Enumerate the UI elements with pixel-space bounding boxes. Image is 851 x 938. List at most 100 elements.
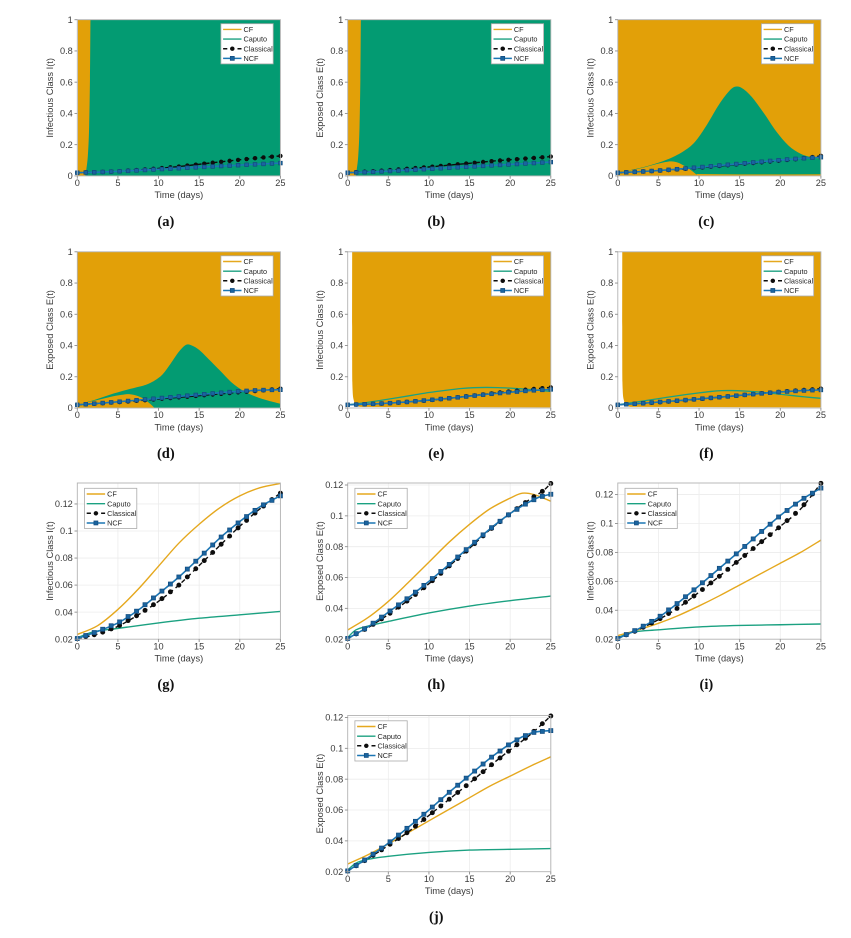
svg-text:Time (days): Time (days): [425, 422, 474, 432]
svg-text:Time (days): Time (days): [425, 190, 474, 200]
svg-text:Classical: Classical: [244, 44, 274, 53]
svg-text:0.2: 0.2: [60, 372, 73, 382]
svg-text:Time (days): Time (days): [154, 190, 203, 200]
svg-text:0: 0: [345, 410, 350, 420]
svg-text:Time (days): Time (days): [154, 654, 203, 664]
svg-text:Time (days): Time (days): [695, 422, 744, 432]
svg-text:5: 5: [386, 641, 391, 651]
svg-text:0.4: 0.4: [330, 109, 343, 119]
svg-text:0.6: 0.6: [601, 77, 614, 87]
svg-text:0: 0: [615, 178, 620, 188]
svg-text:NCF: NCF: [244, 54, 260, 63]
svg-text:15: 15: [735, 410, 745, 420]
svg-text:Time (days): Time (days): [695, 190, 744, 200]
svg-text:(g): (g): [157, 677, 174, 693]
svg-text:25: 25: [816, 178, 826, 188]
svg-text:5: 5: [115, 641, 120, 651]
svg-text:5: 5: [656, 641, 661, 651]
svg-text:Classical: Classical: [378, 741, 408, 750]
svg-text:0.4: 0.4: [601, 109, 614, 119]
svg-text:0: 0: [75, 641, 80, 651]
svg-text:0.1: 0.1: [60, 526, 73, 536]
svg-text:0.8: 0.8: [601, 46, 614, 56]
svg-text:0.2: 0.2: [601, 140, 614, 150]
svg-text:1: 1: [608, 247, 613, 257]
svg-text:0: 0: [608, 171, 613, 181]
svg-text:0: 0: [345, 874, 350, 884]
svg-text:15: 15: [464, 874, 474, 884]
svg-text:Infectious Class I(t): Infectious Class I(t): [315, 290, 325, 370]
svg-text:0.2: 0.2: [330, 140, 343, 150]
svg-text:10: 10: [424, 410, 434, 420]
svg-text:0.08: 0.08: [325, 542, 343, 552]
svg-text:0.8: 0.8: [60, 46, 73, 56]
svg-text:25: 25: [275, 410, 285, 420]
svg-text:Classical: Classical: [107, 509, 137, 518]
svg-text:Time (days): Time (days): [695, 654, 744, 664]
svg-text:0.04: 0.04: [595, 605, 613, 615]
svg-text:20: 20: [235, 178, 245, 188]
svg-text:0.6: 0.6: [330, 309, 343, 319]
svg-text:10: 10: [694, 410, 704, 420]
svg-text:(h): (h): [427, 677, 445, 693]
svg-text:Caputo: Caputo: [244, 267, 268, 276]
svg-text:0.06: 0.06: [325, 573, 343, 583]
svg-text:NCF: NCF: [514, 54, 530, 63]
svg-text:25: 25: [816, 410, 826, 420]
svg-text:Time (days): Time (days): [425, 886, 474, 896]
svg-text:25: 25: [275, 641, 285, 651]
svg-text:Classical: Classical: [514, 276, 544, 285]
svg-text:CF: CF: [107, 490, 117, 499]
svg-text:0.02: 0.02: [55, 634, 73, 644]
svg-text:10: 10: [694, 641, 704, 651]
svg-text:0.8: 0.8: [601, 278, 614, 288]
svg-text:Classical: Classical: [784, 276, 814, 285]
svg-text:CF: CF: [244, 257, 254, 266]
svg-text:5: 5: [386, 410, 391, 420]
svg-text:Infectious Class I(t): Infectious Class I(t): [585, 521, 595, 601]
svg-text:Caputo: Caputo: [514, 35, 538, 44]
svg-text:NCF: NCF: [244, 286, 260, 295]
svg-text:0.04: 0.04: [325, 603, 343, 613]
svg-text:20: 20: [235, 641, 245, 651]
svg-text:0: 0: [338, 403, 343, 413]
svg-text:25: 25: [275, 178, 285, 188]
svg-text:Caputo: Caputo: [378, 499, 402, 508]
svg-text:5: 5: [386, 178, 391, 188]
svg-text:NCF: NCF: [378, 519, 394, 528]
svg-text:Caputo: Caputo: [514, 267, 538, 276]
svg-text:NCF: NCF: [784, 54, 800, 63]
svg-text:Caputo: Caputo: [784, 267, 808, 276]
svg-text:1: 1: [68, 247, 73, 257]
svg-text:1: 1: [608, 15, 613, 25]
svg-text:(f): (f): [699, 446, 714, 462]
svg-text:Exposed Class E(t): Exposed Class E(t): [315, 754, 325, 834]
svg-text:Classical: Classical: [784, 44, 814, 53]
svg-text:NCF: NCF: [514, 286, 530, 295]
svg-text:CF: CF: [244, 25, 254, 34]
svg-text:CF: CF: [784, 257, 794, 266]
svg-text:0: 0: [345, 641, 350, 651]
svg-text:15: 15: [735, 641, 745, 651]
svg-text:(b): (b): [427, 214, 445, 230]
svg-text:0.2: 0.2: [330, 372, 343, 382]
svg-text:Infectious Class I(t): Infectious Class I(t): [45, 521, 55, 601]
svg-text:10: 10: [424, 874, 434, 884]
svg-text:CF: CF: [648, 490, 658, 499]
svg-text:0: 0: [75, 178, 80, 188]
svg-text:1: 1: [68, 15, 73, 25]
svg-text:0: 0: [75, 410, 80, 420]
svg-text:CF: CF: [514, 257, 524, 266]
svg-text:Caputo: Caputo: [244, 35, 268, 44]
svg-text:10: 10: [153, 410, 163, 420]
svg-text:0.4: 0.4: [330, 341, 343, 351]
svg-text:Exposed Class E(t): Exposed Class E(t): [585, 290, 595, 370]
svg-text:0.4: 0.4: [60, 341, 73, 351]
svg-text:Time (days): Time (days): [154, 422, 203, 432]
svg-text:Classical: Classical: [244, 276, 274, 285]
svg-text:NCF: NCF: [378, 751, 394, 760]
svg-text:10: 10: [153, 641, 163, 651]
svg-text:20: 20: [505, 641, 515, 651]
svg-text:(i): (i): [700, 677, 714, 693]
svg-text:0.12: 0.12: [55, 499, 73, 509]
